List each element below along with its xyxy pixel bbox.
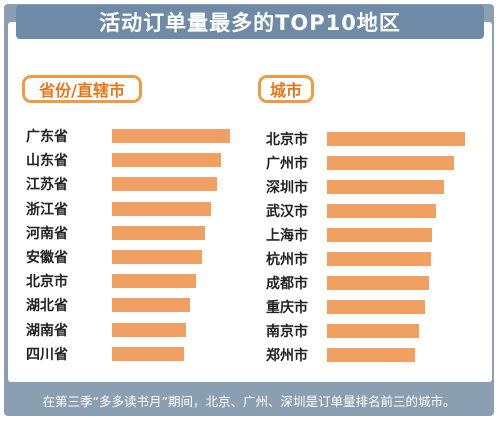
province-bar xyxy=(112,177,218,192)
province-bar xyxy=(112,201,212,216)
city-label: 郑州市 xyxy=(266,348,308,364)
chart-title: 活动订单量最多的TOP10地区 xyxy=(16,5,484,39)
city-bar xyxy=(327,252,431,266)
city-label: 武汉市 xyxy=(266,204,308,220)
city-bar xyxy=(327,324,420,338)
city-label: 南京市 xyxy=(266,324,308,340)
city-bar xyxy=(327,132,465,146)
city-bar xyxy=(327,348,416,362)
province-bar xyxy=(112,250,202,264)
province-bar xyxy=(112,153,221,168)
province-label: 湖南省 xyxy=(26,322,68,339)
province-label: 江苏省 xyxy=(26,177,68,194)
city-label: 深圳市 xyxy=(266,180,308,196)
province-label: 四川省 xyxy=(26,346,68,363)
city-bar xyxy=(327,180,445,194)
city-label: 杭州市 xyxy=(266,252,308,268)
province-bar xyxy=(112,346,184,361)
city-bar xyxy=(327,276,430,290)
province-bar xyxy=(112,274,196,289)
footer-caption: 在第三季“多多读书月”期间，北京、广州、深圳是订单量排名前三的城市。 xyxy=(42,393,456,409)
province-label: 广东省 xyxy=(26,129,68,145)
city-label: 重庆市 xyxy=(266,300,308,316)
city-bar xyxy=(327,156,454,170)
section-title-cities: 城市 xyxy=(258,75,314,103)
province-label: 湖北省 xyxy=(26,298,68,315)
city-bar xyxy=(327,204,437,218)
province-label: 河南省 xyxy=(26,225,68,242)
province-bar xyxy=(112,225,206,240)
city-label: 上海市 xyxy=(266,228,308,244)
province-bar xyxy=(112,129,230,143)
city-label: 北京市 xyxy=(266,132,308,148)
province-bar xyxy=(112,298,190,313)
city-label: 成都市 xyxy=(266,276,308,292)
city-bar xyxy=(327,228,432,242)
city-bar xyxy=(327,300,425,314)
province-label: 北京市 xyxy=(26,274,68,291)
city-label: 广州市 xyxy=(266,156,308,172)
province-label: 浙江省 xyxy=(26,201,68,218)
province-label: 安徽省 xyxy=(26,250,68,266)
province-label: 山东省 xyxy=(26,153,68,170)
section-title-provinces: 省份/直辖市 xyxy=(22,75,142,103)
province-bar xyxy=(112,322,187,337)
